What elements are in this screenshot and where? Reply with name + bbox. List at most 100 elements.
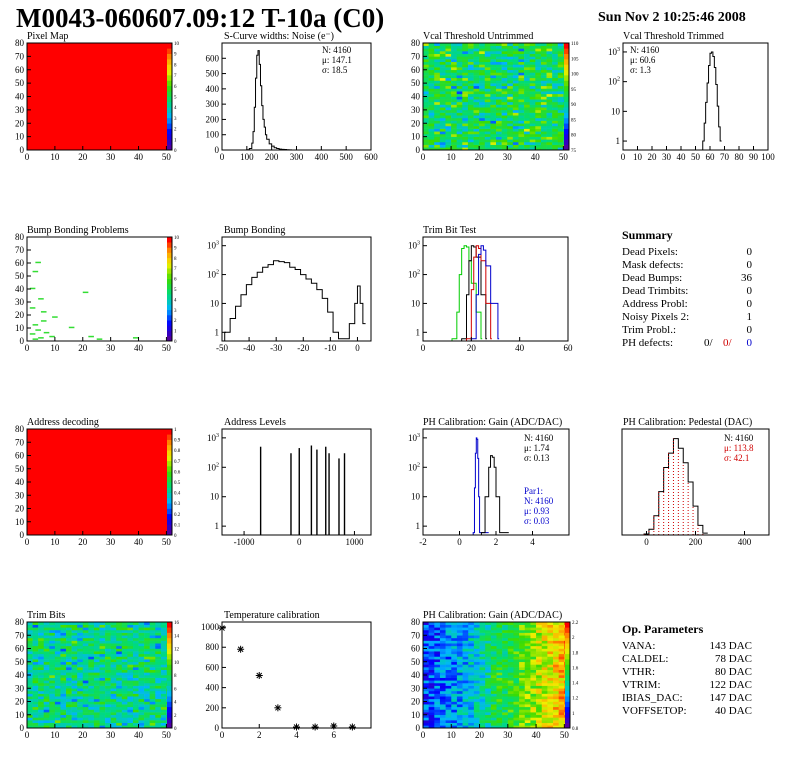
y-tick-label: 1: [616, 136, 621, 146]
palette-tick-label: 0.9: [174, 439, 181, 444]
heatmap-cell: [490, 56, 497, 60]
heatmap-cell: [467, 112, 474, 116]
heatmap-cell: [32, 324, 39, 326]
heatmap-cell: [66, 659, 72, 663]
heatmap-cell: [66, 706, 72, 710]
heatmap-cell: [49, 656, 56, 660]
x-tick-label: 10: [50, 730, 60, 740]
palette-tick-label: 4: [174, 106, 177, 111]
heatmap-cell: [27, 690, 33, 694]
heatmap-cell: [501, 144, 508, 148]
heatmap-cell: [434, 123, 441, 127]
heatmap-cell: [428, 643, 435, 647]
heatmap-cell: [541, 685, 548, 689]
heatmap-cell: [27, 712, 33, 716]
palette-segment: [167, 91, 172, 97]
heatmap-cell: [116, 690, 123, 694]
heatmap-cell: [557, 101, 564, 105]
heatmap-cell: [479, 722, 486, 726]
y-tick-label: 0: [416, 723, 421, 733]
x-tick-label: 500: [339, 152, 353, 162]
heatmap-cells: [29, 261, 139, 340]
heatmap-cell: [93, 725, 100, 729]
heatmap-cell: [496, 48, 502, 52]
heatmap-cell: [468, 693, 475, 697]
heatmap-cell: [479, 69, 486, 73]
heatmap-cell: [32, 622, 39, 625]
heatmap-cell: [479, 93, 486, 97]
heatmap-cell: [467, 131, 474, 135]
heatmap-cell: [473, 101, 480, 105]
heatmap-cell: [445, 688, 452, 692]
heatmap-cell: [546, 80, 553, 84]
heatmap-cell: [496, 128, 502, 132]
heatmap-cell: [468, 704, 475, 708]
heatmap-cell: [451, 696, 458, 700]
palette-segment: [565, 701, 570, 708]
palette-segment: [564, 80, 569, 87]
palette-segment: [167, 294, 172, 300]
heatmap-cell: [149, 677, 156, 681]
y-tick-label: 102: [207, 462, 219, 472]
heatmap-cell: [529, 141, 536, 145]
heatmap-cell: [546, 75, 553, 79]
heatmap-cell: [138, 661, 145, 665]
x-tick-label: 20: [78, 343, 88, 353]
heatmap-cell: [462, 688, 469, 692]
heatmap-cell: [132, 675, 139, 678]
heatmap-cell: [99, 688, 106, 692]
heatmap-cell: [519, 693, 526, 697]
heatmap-cell: [513, 685, 520, 689]
heatmap-cell: [110, 640, 117, 644]
palette-segment: [167, 263, 172, 269]
series-line: [702, 51, 722, 150]
palette-tick-label: 1: [174, 428, 177, 433]
heatmap-cell: [518, 101, 525, 105]
heatmap-cell: [138, 651, 145, 655]
heatmap-cell: [144, 675, 150, 678]
palette-segment: [564, 133, 569, 140]
heatmap-cell: [43, 677, 50, 681]
heatmap-cell: [513, 714, 520, 718]
heatmap-cell: [127, 712, 134, 716]
heatmap-cell: [138, 637, 145, 641]
heatmap-cell: [536, 672, 543, 676]
heatmap-cell: [467, 123, 474, 127]
heatmap-cell: [484, 141, 491, 145]
heatmap-cell: [557, 147, 564, 151]
heatmap-cell: [434, 685, 441, 689]
heatmap-cell: [541, 637, 548, 641]
heatmap-cell: [485, 682, 492, 686]
heatmap-cell: [529, 53, 536, 57]
heatmap-cell: [557, 115, 564, 119]
heatmap-cell: [82, 714, 89, 718]
heatmap-cell: [529, 144, 536, 148]
heatmap-cell: [507, 677, 514, 681]
heatmap-cell: [451, 629, 458, 633]
y-tick-label: 10: [411, 492, 421, 502]
heatmap-cell: [428, 67, 435, 71]
heatmap-cell: [428, 714, 435, 718]
heatmap-cell: [71, 693, 78, 697]
heatmap-cell: [144, 701, 150, 705]
heatmap-cell: [496, 688, 503, 692]
heatmap-cell: [116, 637, 123, 641]
heatmap-cell: [144, 661, 150, 665]
heatmap-cell: [160, 656, 167, 660]
heatmap-cell: [423, 93, 429, 97]
heatmap-cell: [27, 637, 33, 641]
palette-segment: [167, 622, 172, 628]
heatmap-cell: [507, 104, 514, 108]
heatmap-cell: [160, 622, 167, 625]
heatmap-cell: [88, 725, 95, 729]
y-tick-label: 50: [15, 657, 25, 667]
heatmap-cell: [456, 656, 463, 660]
heatmap-cell: [536, 648, 543, 652]
palette-tick-label: 2: [572, 636, 575, 641]
heatmap-cell: [99, 622, 106, 625]
heatmap-cell: [541, 661, 548, 665]
heatmap-cell: [54, 688, 61, 692]
heatmap-cell: [473, 682, 480, 686]
